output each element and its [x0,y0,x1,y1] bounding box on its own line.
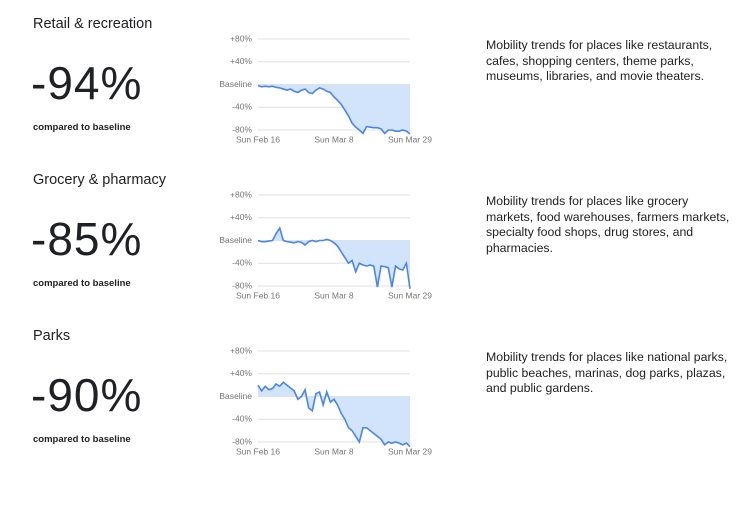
x-tick-label: Sun Mar 29 [388,446,432,456]
x-tick-label: Sun Mar 8 [314,290,353,300]
headline: -94% [31,57,143,109]
title: Retail & recreation [33,16,153,32]
subtitle: compared to baseline [33,122,131,133]
area [258,84,410,134]
headline: -90% [31,369,143,421]
y-tick-label: +40% [230,368,252,378]
y-tick-label: -40% [232,102,252,112]
y-tick-label: -80% [232,124,252,134]
x-tick-label: Sun Feb 16 [236,290,280,300]
x-tick-label: Sun Mar 29 [388,290,432,300]
section: Retail & recreation -94% compared to bas… [0,0,747,156]
y-tick-label: +40% [230,212,252,222]
y-tick-label: -40% [232,414,252,424]
area [258,382,410,447]
title: Grocery & pharmacy [33,172,166,188]
x-tick-label: Sun Mar 29 [388,134,432,144]
section: Parks -90% compared to baseline Mobility… [0,312,747,468]
line [257,226,411,289]
y-tick-label: -80% [232,280,252,290]
x-tick-label: Sun Mar 8 [314,134,353,144]
line [257,84,411,135]
y-tick-label: +80% [230,33,252,43]
line [257,381,411,448]
area [258,227,410,289]
y-tick-label: Baseline [219,391,252,401]
title: Parks [33,328,71,344]
y-tick-label: Baseline [219,79,252,89]
description: Mobility trends for places like restaura… [486,38,713,83]
section: Grocery & pharmacy -85% compared to base… [0,156,747,312]
y-tick-label: -40% [232,258,252,268]
y-tick-label: +80% [230,345,252,355]
x-tick-label: Sun Mar 8 [314,446,353,456]
chart: +80% +40% Baseline -40% -80%Sun Feb 16 Sun Ma… [219,345,432,456]
x-tick-label: Sun Feb 16 [236,134,280,144]
x-tick-label: Sun Feb 16 [236,446,280,456]
description: Mobility trends for places like grocery … [486,194,730,255]
y-tick-label: +40% [230,56,252,66]
chart: +80% +40% Baseline -40% -80%Sun Feb 16 Sun Ma… [219,33,432,144]
subtitle: compared to baseline [33,278,131,289]
subtitle: compared to baseline [33,434,131,445]
y-tick-label: +80% [230,189,252,199]
description: Mobility trends for places like national… [486,350,728,395]
headline: -85% [31,213,143,265]
y-tick-label: -80% [232,436,252,446]
chart: +80% +40% Baseline -40% -80%Sun Feb 16 Sun Ma… [219,189,432,300]
y-tick-label: Baseline [219,235,252,245]
